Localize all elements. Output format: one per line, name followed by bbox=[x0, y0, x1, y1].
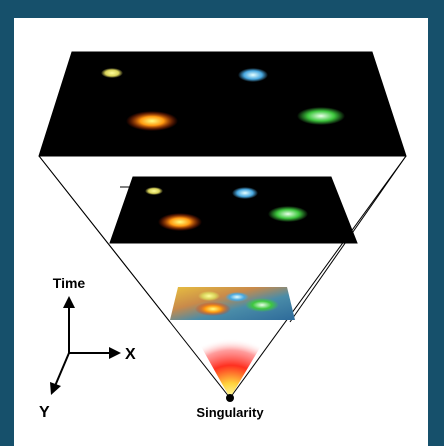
yellow-galaxy bbox=[101, 68, 123, 78]
yellow-galaxy bbox=[145, 187, 163, 195]
y-arrowhead bbox=[50, 382, 61, 395]
x-arrowhead bbox=[109, 347, 121, 359]
orange-galaxy bbox=[158, 213, 202, 231]
orange-galaxy bbox=[195, 302, 231, 316]
singularity-label: Singularity bbox=[196, 405, 264, 420]
green-galaxy bbox=[297, 107, 345, 125]
middle-galaxies bbox=[145, 187, 308, 231]
blue-galaxy bbox=[225, 292, 249, 302]
universe-plane-middle bbox=[109, 176, 358, 244]
green-galaxy bbox=[245, 298, 279, 312]
big-bang-flare bbox=[194, 328, 268, 398]
universe-plane-present bbox=[38, 51, 407, 157]
x-axis-label: X bbox=[125, 346, 136, 363]
axes bbox=[50, 296, 121, 395]
present-galaxies bbox=[101, 68, 345, 131]
singularity-point bbox=[226, 394, 234, 402]
time-axis-label: Time bbox=[53, 275, 86, 291]
y-axis bbox=[54, 352, 70, 387]
orange-galaxy bbox=[126, 111, 178, 131]
early-galaxies bbox=[195, 291, 279, 316]
blue-galaxy bbox=[232, 187, 258, 199]
y-axis-label: Y bbox=[39, 404, 50, 421]
time-arrowhead bbox=[63, 296, 75, 308]
blue-galaxy bbox=[238, 68, 268, 82]
green-galaxy bbox=[268, 206, 308, 222]
yellow-galaxy bbox=[198, 291, 220, 301]
